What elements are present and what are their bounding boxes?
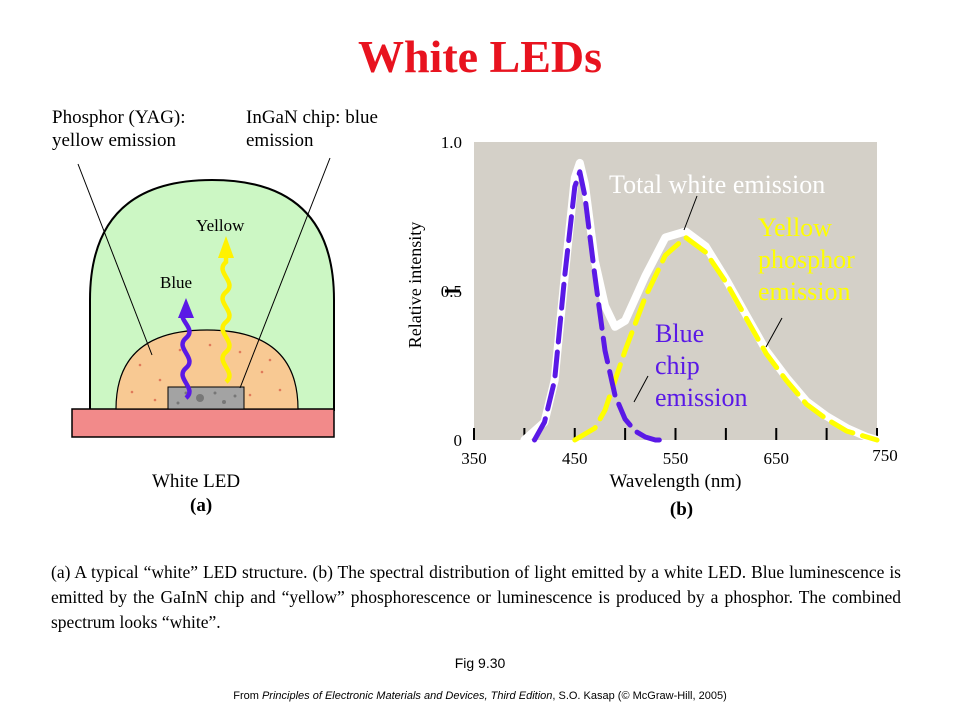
x-axis-label: Wavelength (nm) [610, 471, 742, 492]
yellow-emission-label: phosphor [758, 245, 855, 274]
yellow-emission-label: Yellow [758, 213, 832, 242]
white-led-label: White LED [152, 471, 241, 492]
blue-emission-label: emission [655, 383, 747, 412]
chip-label: InGaN chip: blue emission [246, 106, 416, 152]
blue-ray-arrowhead [178, 298, 194, 318]
blue-emission-curve [532, 169, 668, 443]
phosphor-label-line1: Phosphor (YAG): [52, 107, 186, 128]
phosphor-speckles [130, 343, 282, 402]
panel-a-tag: (a) [190, 495, 213, 516]
ingan-chip [167, 386, 245, 410]
y-tick-label: 1.0 [441, 133, 462, 152]
phosphor-dome [115, 329, 299, 410]
y-tick-label: 0 [454, 431, 463, 450]
source-suffix: , S.O. Kasap (© McGraw-Hill, 2005) [552, 690, 727, 702]
x-tick-label: 350 [461, 449, 487, 468]
chip-label-line2: emission [246, 130, 314, 151]
chip-texture [176, 391, 237, 405]
x-tick-label: 750 [872, 446, 898, 465]
yellow-pointer-line [765, 317, 783, 348]
total-pointer-line [683, 195, 698, 231]
yellow-emission-label: emission [758, 277, 850, 306]
blue-ray [180, 308, 192, 400]
blue-emission-label: Blue [655, 319, 704, 348]
x-tick-label: 550 [663, 449, 689, 468]
figure-number: Fig 9.30 [454, 655, 506, 671]
blue-ray-label: Blue [160, 273, 193, 292]
blue-emission-label: chip [655, 351, 700, 380]
phosphor-label: Phosphor (YAG): yellow emission [52, 106, 252, 152]
y-axis-label: Relative intensity [405, 222, 425, 348]
led-base [71, 408, 335, 438]
yellow-ray [220, 258, 232, 384]
plot-area [474, 142, 877, 440]
yellow-ray-arrowhead [218, 236, 234, 258]
chip-pointer-line [239, 157, 331, 389]
total-emission-label: Total white emission [609, 170, 825, 199]
source-prefix: From [233, 690, 262, 702]
phosphor-pointer-line [77, 163, 153, 356]
slide-title: White LEDs [357, 31, 603, 82]
phosphor-label-line2: yellow emission [52, 130, 177, 151]
yellow-ray-label: Yellow [196, 216, 245, 235]
source-citation: From Principles of Electronic Materials … [0, 690, 960, 702]
blue-pointer-line [633, 375, 649, 403]
source-book-title: Principles of Electronic Materials and D… [261, 690, 553, 702]
figure-caption: (a) A typical “white” LED structure. (b)… [51, 562, 901, 632]
panel-b-tag: (b) [670, 499, 693, 520]
chip-label-line1: InGaN chip: blue [246, 107, 378, 128]
x-tick-label: 650 [764, 449, 790, 468]
x-tick-label: 450 [562, 449, 588, 468]
